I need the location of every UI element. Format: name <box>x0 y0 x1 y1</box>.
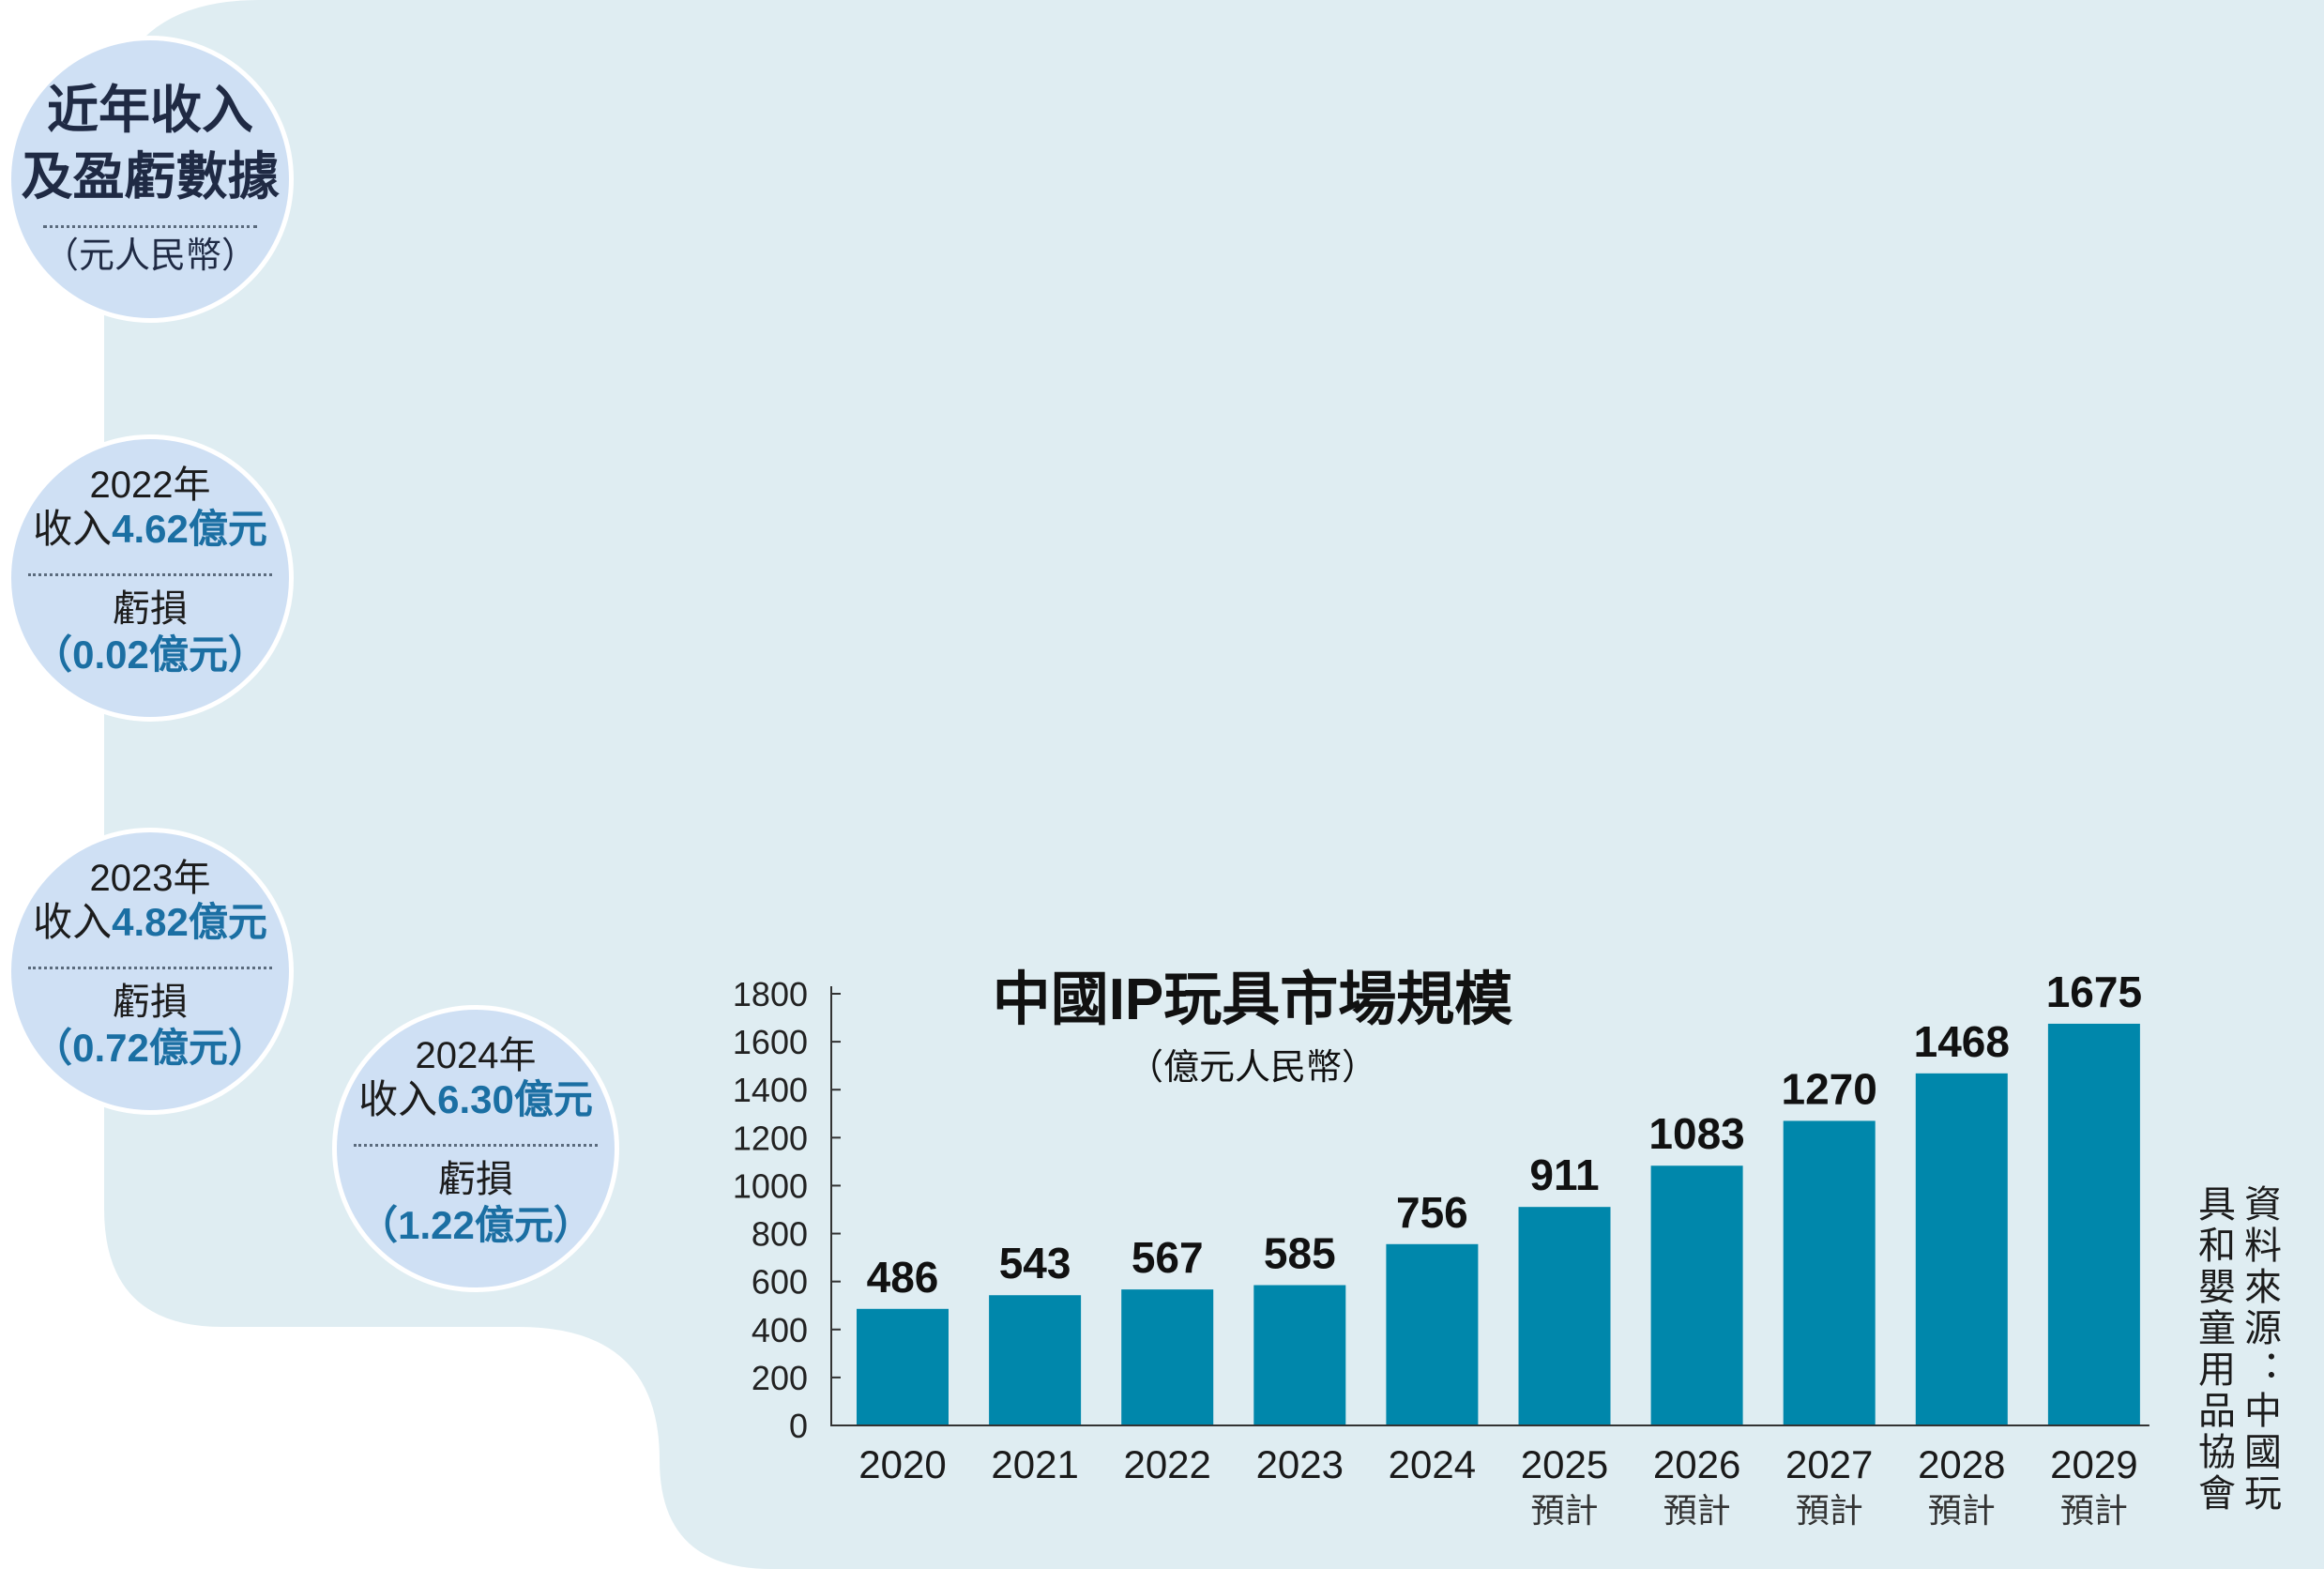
bar-value-label: 1270 <box>1782 1064 1877 1113</box>
bar <box>1121 1289 1214 1425</box>
loss-label: 虧損 <box>113 982 188 1023</box>
financial-circle-2023: 2023年 收入4.82億元 虧損 （0.72億元） <box>7 828 294 1115</box>
source-line-1: 資料來源：中國玩 <box>2239 1184 2280 1515</box>
bar <box>989 1295 1082 1425</box>
y-tick-label: 1400 <box>733 1071 808 1109</box>
summary-unit: （元人民幣） <box>42 236 257 276</box>
financial-revenue-line: 收入4.62億元 <box>11 507 289 552</box>
financial-year: 2024年 <box>415 1035 537 1076</box>
financial-revenue-line: 收入4.82億元 <box>11 900 289 945</box>
bar-value-label: 1083 <box>1648 1109 1744 1158</box>
summary-title-circle: 近年收入 及盈虧數據 （元人民幣） <box>7 36 294 323</box>
chart-title: 中國IP玩具市場規模 <box>992 967 1513 1032</box>
bar-value-label: 756 <box>1396 1188 1468 1237</box>
background-panel <box>104 0 2324 1569</box>
bar-value-label: 1675 <box>2046 967 2142 1016</box>
forecast-label: 預計 <box>1663 1491 1731 1530</box>
financial-circle-2022: 2022年 收入4.62億元 虧損 （0.02億元） <box>7 434 294 722</box>
chart-subtitle: （億元人民幣） <box>1127 1048 1377 1088</box>
bar-chart: 0 200 400 600 800 1000 1200 1400 1600 1800 486 2020… <box>733 967 2149 1530</box>
bar-value-label: 567 <box>1132 1233 1204 1282</box>
summary-title-line2: 及盈虧數據 <box>21 147 280 206</box>
summary-title-line1: 近年收入 <box>46 81 253 139</box>
x-tick-label: 2026 <box>1653 1442 1740 1486</box>
x-tick-label: 2025 <box>1521 1442 1608 1486</box>
bar <box>1650 1165 1743 1425</box>
dotted-divider <box>43 225 257 228</box>
y-tick-label: 1800 <box>733 975 808 1013</box>
loss-value: （1.22億元） <box>358 1203 593 1247</box>
loss-label: 虧損 <box>113 588 188 630</box>
y-tick-label: 1200 <box>733 1119 808 1157</box>
bar <box>1386 1243 1479 1425</box>
financial-revenue-line: 收入6.30億元 <box>337 1077 615 1122</box>
forecast-label: 預計 <box>1530 1491 1598 1530</box>
loss-value: （0.72億元） <box>33 1026 267 1070</box>
forecast-label: 預計 <box>1796 1491 1863 1530</box>
revenue-label: 收入 <box>358 1077 438 1121</box>
x-tick-label: 2021 <box>991 1442 1078 1486</box>
bar-value-label: 911 <box>1529 1150 1599 1199</box>
revenue-value: 6.30億元 <box>437 1077 593 1121</box>
financial-year: 2023年 <box>89 858 211 899</box>
bar-value-label: 585 <box>1264 1229 1336 1278</box>
y-tick-label: 200 <box>752 1359 808 1397</box>
revenue-value: 4.82億元 <box>112 900 267 944</box>
x-tick-label: 2020 <box>858 1442 946 1486</box>
bar-value-label: 1468 <box>1914 1017 2010 1066</box>
revenue-label: 收入 <box>33 507 113 551</box>
dotted-divider <box>28 967 272 969</box>
dotted-divider <box>28 573 272 576</box>
bar-value-label: 486 <box>867 1253 939 1302</box>
x-tick-label: 2023 <box>1256 1442 1344 1486</box>
forecast-label: 預計 <box>1928 1491 1996 1530</box>
x-tick-label: 2028 <box>1918 1442 2005 1486</box>
revenue-label: 收入 <box>33 900 113 944</box>
bar <box>857 1308 949 1425</box>
forecast-label: 預計 <box>2060 1491 2128 1530</box>
y-tick-label: 600 <box>752 1263 808 1302</box>
y-tick-label: 400 <box>752 1311 808 1349</box>
y-tick-label: 1000 <box>733 1166 808 1205</box>
x-tick-label: 2022 <box>1123 1442 1210 1486</box>
bar <box>1915 1073 2008 1425</box>
y-tick-label: 800 <box>752 1215 808 1254</box>
loss-label: 虧損 <box>438 1159 513 1200</box>
bar <box>1253 1285 1346 1425</box>
x-tick-label: 2029 <box>2050 1442 2137 1486</box>
source-line-2: 具和嬰童用品協會 <box>2193 1184 2234 1515</box>
bar <box>1518 1207 1611 1425</box>
dotted-divider <box>354 1144 598 1147</box>
x-tick-label: 2024 <box>1389 1442 1476 1486</box>
bar <box>2047 1023 2140 1425</box>
bar <box>1783 1120 1876 1425</box>
y-tick-label: 0 <box>789 1407 808 1445</box>
x-tick-label: 2027 <box>1785 1442 1873 1486</box>
revenue-value: 4.62億元 <box>112 507 267 551</box>
bar-value-label: 543 <box>999 1239 1071 1287</box>
loss-value: （0.02億元） <box>33 632 267 677</box>
financial-circle-2024: 2024年 收入6.30億元 虧損 （1.22億元） <box>332 1005 619 1292</box>
y-tick-label: 1600 <box>733 1023 808 1061</box>
financial-year: 2022年 <box>89 465 211 506</box>
